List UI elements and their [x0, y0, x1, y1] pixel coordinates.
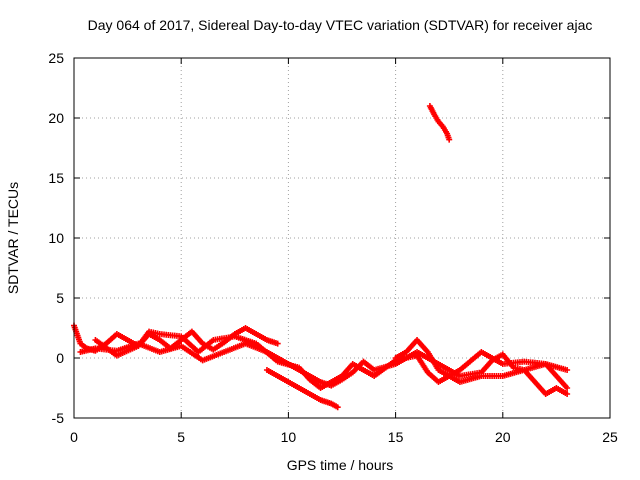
- grid-lines: [74, 58, 610, 418]
- data-point: [564, 391, 571, 397]
- y-tick-label: -5: [52, 410, 65, 426]
- data-point: [274, 340, 281, 347]
- x-tick-label: 5: [177, 429, 185, 445]
- data-point: [334, 404, 341, 411]
- chart-title: Day 064 of 2017, Sidereal Day-to-day VTE…: [88, 17, 593, 33]
- y-tick-label: 25: [48, 50, 64, 66]
- y-axis-label: SDTVAR / TECUs: [5, 182, 21, 294]
- x-tick-label: 10: [281, 429, 297, 445]
- plot-frame: [73, 57, 611, 419]
- plot-area: [71, 103, 571, 411]
- x-tick-label: 15: [388, 429, 404, 445]
- series-track-4: [263, 367, 341, 411]
- y-tick-label: 0: [56, 350, 64, 366]
- x-tick-label: 20: [495, 429, 511, 445]
- data-point: [564, 367, 571, 373]
- series-track-3: [92, 328, 571, 391]
- y-tick-label: 5: [56, 290, 64, 306]
- y-tick-label: 15: [48, 170, 64, 186]
- data-point: [564, 385, 571, 391]
- x-tick-label: 0: [70, 429, 78, 445]
- y-tick-label: 10: [48, 230, 64, 246]
- series-track-6: [426, 103, 453, 143]
- series-track-2: [77, 340, 571, 391]
- data-point: [446, 136, 453, 143]
- x-axis-label: GPS time / hours: [287, 457, 394, 473]
- series-track-5: [392, 337, 571, 397]
- x-tick-label: 25: [602, 429, 618, 445]
- y-tick-label: 20: [48, 110, 64, 126]
